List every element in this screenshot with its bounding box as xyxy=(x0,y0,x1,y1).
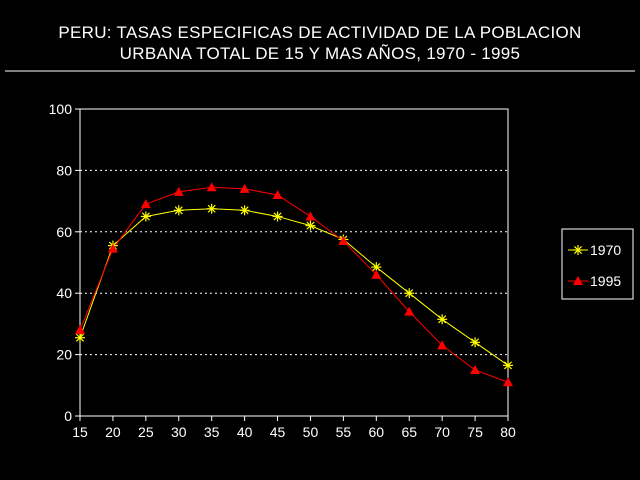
x-tick-label-20: 20 xyxy=(105,424,121,440)
y-tick-label-0: 0 xyxy=(64,408,72,424)
point-1970-40 xyxy=(239,205,250,216)
y-tick-label-20: 20 xyxy=(56,347,72,363)
legend-marker-1970 xyxy=(573,245,583,255)
legend-label-1970: 1970 xyxy=(590,242,621,258)
point-1995-35 xyxy=(206,182,217,192)
point-1970-35 xyxy=(206,203,217,214)
point-1970-25 xyxy=(140,211,151,222)
x-tick-label-45: 45 xyxy=(270,424,286,440)
point-1995-65 xyxy=(404,306,415,316)
x-tick-label-35: 35 xyxy=(204,424,220,440)
point-1970-15 xyxy=(75,332,85,343)
x-tick-label-25: 25 xyxy=(138,424,154,440)
point-1970-30 xyxy=(173,205,184,216)
legend-label-1995: 1995 xyxy=(590,273,621,289)
y-tick-label-80: 80 xyxy=(56,162,72,178)
x-tick-label-40: 40 xyxy=(237,424,253,440)
point-1995-80 xyxy=(503,377,513,387)
point-1995-70 xyxy=(437,340,448,350)
point-1970-65 xyxy=(404,288,415,299)
point-1995-45 xyxy=(272,189,283,199)
point-1970-60 xyxy=(371,262,382,273)
x-tick-label-15: 15 xyxy=(72,424,88,440)
y-tick-label-60: 60 xyxy=(56,224,72,240)
point-1995-40 xyxy=(239,183,250,193)
gridlines xyxy=(80,169,508,356)
x-axis-ticks: 15 20 25 30 35 40 45 50 55 60 65 70 75 80 xyxy=(72,416,516,440)
y-axis-ticks: 0 20 40 60 80 100 xyxy=(49,101,80,424)
series-layer xyxy=(75,182,513,387)
point-1995-20 xyxy=(107,243,118,253)
plot-area-frame xyxy=(79,108,509,417)
y-tick-label-40: 40 xyxy=(56,285,72,301)
series-line-1995 xyxy=(79,186,509,383)
x-tick-label-30: 30 xyxy=(171,424,187,440)
x-tick-label-60: 60 xyxy=(369,424,385,440)
chart-title-line-2: URBANA TOTAL DE 15 Y MAS AÑOS, 1970 - 19… xyxy=(119,44,521,63)
point-1995-75 xyxy=(470,364,481,374)
point-1970-80 xyxy=(503,360,513,371)
point-1995-60 xyxy=(371,269,382,279)
x-tick-label-55: 55 xyxy=(336,424,352,440)
point-1970-45 xyxy=(272,211,283,222)
series-line-1970 xyxy=(79,208,509,366)
point-1970-50 xyxy=(305,220,316,231)
x-tick-label-65: 65 xyxy=(401,424,417,440)
x-tick-label-50: 50 xyxy=(303,424,319,440)
point-1970-75 xyxy=(470,337,481,348)
y-tick-label-100: 100 xyxy=(49,101,73,117)
point-1970-70 xyxy=(437,314,448,325)
legend-marker-1995 xyxy=(573,276,583,285)
chart-title-line-1: PERU: TASAS ESPECIFICAS DE ACTIVIDAD DE … xyxy=(58,23,582,42)
chart-title: PERU: TASAS ESPECIFICAS DE ACTIVIDAD DE … xyxy=(0,22,640,64)
point-1995-55 xyxy=(338,236,349,246)
legend: 1970 1995 xyxy=(561,228,634,300)
legend-box xyxy=(561,228,634,300)
point-1995-25 xyxy=(140,199,151,209)
x-tick-label-75: 75 xyxy=(467,424,483,440)
x-tick-label-80: 80 xyxy=(500,424,516,440)
point-1995-50 xyxy=(305,211,316,221)
x-tick-label-70: 70 xyxy=(434,424,450,440)
point-1995-30 xyxy=(173,186,184,196)
point-1995-15 xyxy=(75,325,85,335)
